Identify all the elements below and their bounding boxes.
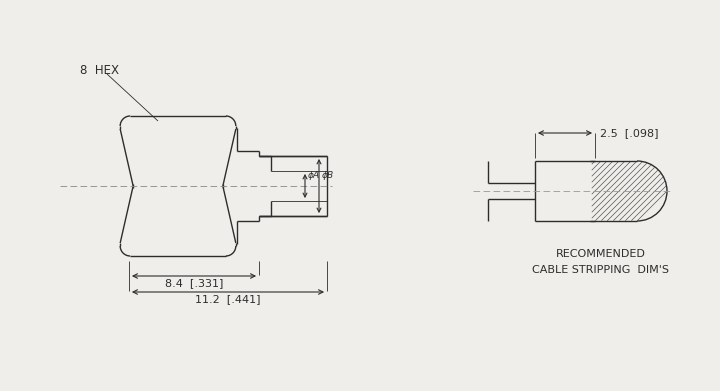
Text: RECOMMENDED: RECOMMENDED: [556, 249, 646, 259]
Text: $\phi$B: $\phi$B: [321, 169, 335, 182]
Text: 2.5  [.098]: 2.5 [.098]: [600, 128, 659, 138]
Text: 11.2  [.441]: 11.2 [.441]: [195, 294, 261, 304]
Text: 8.4  [.331]: 8.4 [.331]: [165, 278, 223, 288]
Text: 8  HEX: 8 HEX: [80, 65, 119, 77]
Text: $\phi$A: $\phi$A: [307, 169, 320, 182]
Text: CABLE STRIPPING  DIM'S: CABLE STRIPPING DIM'S: [533, 265, 670, 275]
